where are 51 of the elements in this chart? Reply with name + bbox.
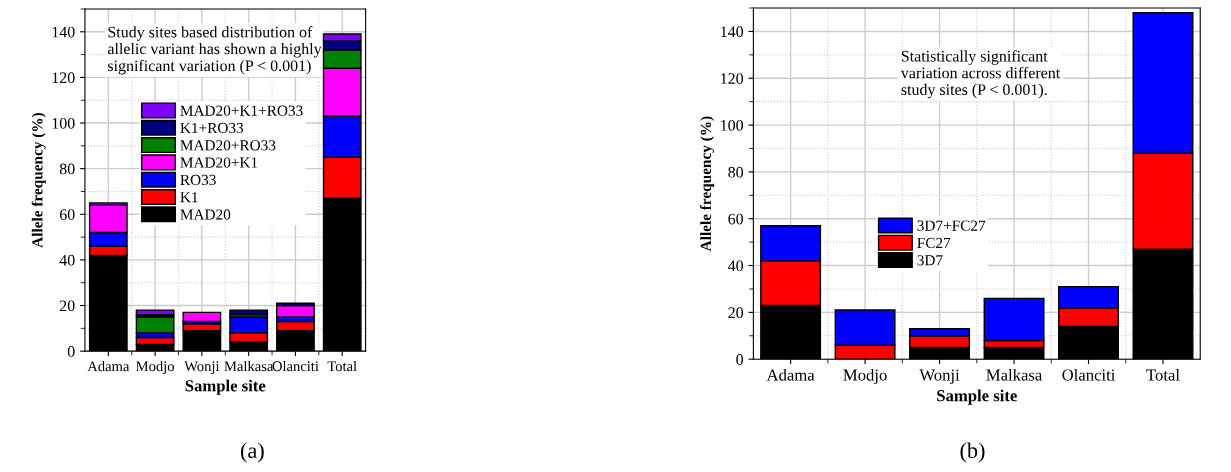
y-tick-label: 80	[728, 166, 744, 178]
y-axis-title: Allele frequency (%)	[700, 116, 715, 252]
legend-label: K1	[180, 192, 198, 203]
x-tick-label: Adama	[766, 368, 815, 381]
y-tick-label: 100	[721, 120, 744, 131]
x-tick-label: Modjo	[136, 360, 174, 375]
x-tick-label: Malkasa	[986, 368, 1043, 381]
bar	[276, 304, 315, 318]
bar	[135, 309, 175, 316]
bar	[135, 316, 175, 334]
x-tick-label: Adama	[87, 360, 130, 372]
x-tick-label: Wonji	[919, 369, 960, 385]
legend-label: K1+RO33	[180, 122, 244, 134]
x-tick-label: Malkasa	[224, 360, 274, 372]
text: (b)	[960, 442, 985, 463]
x-tick-label: Wonji	[184, 361, 220, 375]
bar	[182, 311, 222, 323]
y-tick-label: 120	[721, 73, 744, 84]
x-axis-title: Sample site	[185, 379, 266, 395]
x-tick-label: Olanciti	[272, 360, 319, 372]
y-axis-title: Allele frequency (%)	[31, 112, 46, 248]
y-tick-label: 0	[736, 354, 744, 365]
annotation: Statistically significant variation across different study sites (P < 0.001).	[900, 50, 1061, 99]
y-tick-label: 60	[728, 213, 744, 225]
y-tick-label: 140	[52, 26, 75, 38]
legend-label: MAD20+RO33	[180, 140, 276, 151]
x-tick-label: Modjo	[843, 368, 887, 385]
legend-label: MAD20	[180, 209, 231, 220]
y-tick-label: 120	[52, 72, 75, 84]
x-tick-label: Total	[327, 360, 357, 372]
y-tick-label: 80	[59, 163, 75, 175]
x-tick-label: Olanciti	[1062, 368, 1116, 381]
y-tick-label: 140	[721, 26, 744, 38]
y-tick-label: 40	[59, 254, 75, 266]
y-tick-label: 100	[52, 117, 75, 129]
y-tick-label: 20	[728, 307, 744, 319]
legend-label: FC27	[917, 237, 951, 249]
y-tick-label: 60	[59, 209, 75, 220]
x-tick-label: Total	[1146, 368, 1180, 381]
legend-label: 3D7	[917, 255, 943, 266]
legend-label: MAD20+K1	[180, 157, 258, 168]
y-tick-label: 0	[67, 346, 75, 357]
y-tick-label: 40	[727, 260, 744, 272]
bar	[229, 309, 269, 316]
x-axis-title: Sample site	[937, 389, 1017, 405]
legend-label: MAD20+K1+RO33	[180, 105, 303, 116]
legend-label: 3D7+FC27	[917, 220, 986, 231]
annotation: Study sites based distribution of allelic variant has shown a highly significant variation (P < 0.001)	[107, 26, 322, 75]
text: (a)	[241, 442, 264, 463]
y-tick-label: 20	[59, 300, 75, 312]
legend-label: RO33	[180, 174, 216, 186]
